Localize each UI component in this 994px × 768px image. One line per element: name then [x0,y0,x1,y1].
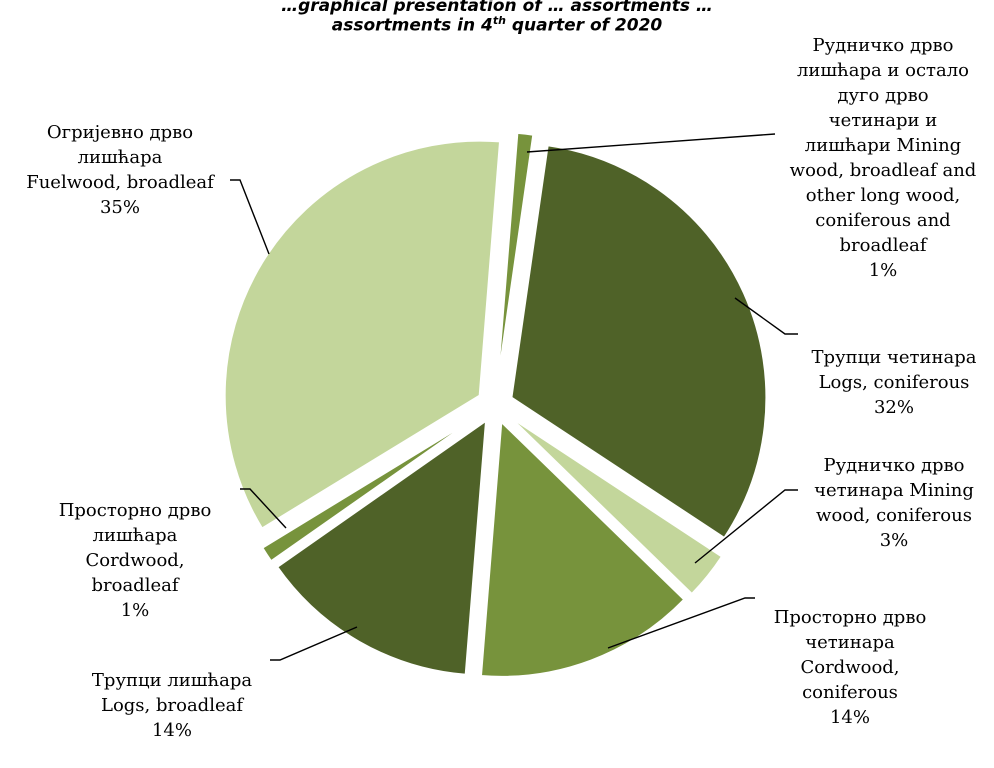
chart-title-line-1: …graphical presentation of … assortments… [281,0,713,16]
label-percent: 32% [873,397,914,418]
pie-slice-cordwood-broadleaf [260,414,481,563]
leader-line-logs-broadleaf [270,626,358,661]
chart-title-sup: th [492,14,506,27]
pie-slice-fuelwood-broadleaf [223,139,502,530]
label-percent: 3% [879,530,909,551]
pie-slices [223,131,768,678]
pie-slice-cordwood-coniferous [479,419,686,678]
leader-lines [230,133,798,661]
pie-slice-logs-broadleaf [275,418,488,676]
pie-slice-logs-coniferous [510,144,768,540]
label-percent: 1% [120,600,150,621]
leader-line-logs-coniferous [734,297,798,335]
label-percent: 14% [829,707,870,728]
label-text: Рудничко дрво четинара Mining wood, coni… [814,455,974,526]
label-percent: 14% [151,720,192,741]
label-fuelwood-broadleaf: Огријевно дрво лишћара Fuelwood, broadle… [4,95,236,245]
chart-title-part: quarter of 2020 [505,15,663,36]
label-text: Рудничко дрво лишћара и остало дуго дрво… [789,35,977,256]
leader-line-cordwood-broadleaf [240,488,287,529]
label-logs-coniferous: Трупци четинара Logs, coniferous 32% [795,320,993,445]
label-text: Трупци четинара Logs, coniferous [811,347,977,393]
label-text: Огријевно дрво лишћара Fuelwood, broadle… [26,122,214,193]
label-mining-coniferous: Рудничко дрво четинара Mining wood, coni… [795,428,993,578]
leader-line-mining-broadleaf [526,133,776,153]
chart-title-line-2: assortments in 4th quarter of 2020 [0,14,994,36]
label-text: Просторно дрво четинара Cordwood, conife… [773,607,927,703]
label-cordwood-coniferous: Просторно дрво четинара Cordwood, conife… [752,580,948,755]
label-percent: 35% [99,197,140,218]
label-percent: 1% [868,260,898,281]
leader-line-fuelwood-broadleaf [230,179,270,255]
pie-chart [223,131,798,678]
leader-line-cordwood-coniferous [607,597,755,649]
label-text: Просторно дрво лишћара Cordwood, broadle… [58,500,212,596]
pie-slice-mining-broadleaf [496,131,535,388]
label-mining-broadleaf: Рудничко дрво лишћара и остало дуго дрво… [772,8,994,308]
pie-slice-mining-coniferous [508,415,724,596]
label-logs-broadleaf: Трупци лишћара Logs, broadleaf 14% [66,643,278,768]
chart-title-part: assortments in 4 [331,15,493,36]
label-cordwood-broadleaf: Просторно дрво лишћара Cordwood, broadle… [22,473,248,648]
label-text: Трупци лишћара Logs, broadleaf [91,670,253,716]
leader-line-mining-coniferous [694,489,798,564]
